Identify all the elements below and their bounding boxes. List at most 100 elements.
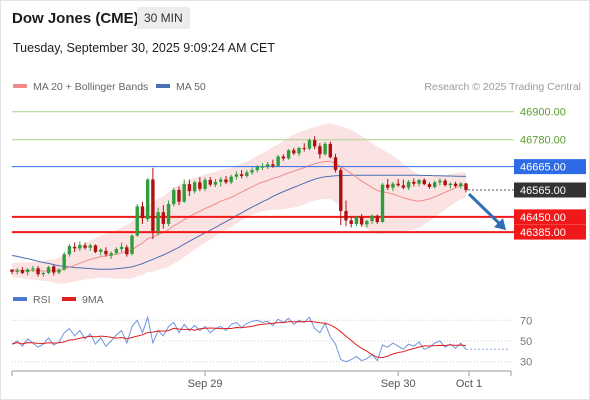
candle-body: [25, 269, 30, 273]
candle-body: [386, 184, 390, 188]
candle-body: [412, 181, 416, 184]
legend-label-ma50: MA 50: [176, 81, 206, 93]
rsi-legend: RSI 9MA: [13, 294, 104, 306]
candle-body: [140, 206, 145, 219]
candle-body: [312, 140, 317, 147]
rsi-9ma-line: [11, 320, 467, 359]
candle-body: [187, 184, 192, 192]
candle-body: [396, 183, 400, 186]
candle-body: [276, 156, 280, 166]
candle-body: [339, 170, 343, 212]
candle-body: [438, 180, 442, 183]
time-axis-label: Oct 1: [456, 378, 482, 390]
instrument-title: Dow Jones (CME): [12, 10, 139, 27]
legend: MA 20 + Bollinger Bands MA 50: [13, 81, 206, 93]
candle-body: [119, 246, 124, 250]
credit-text: Research © 2025 Trading Central: [424, 81, 581, 93]
candle-body: [99, 249, 103, 252]
chart-header: Dow Jones (CME) 30 MIN: [0, 0, 590, 36]
candle-body: [41, 272, 46, 275]
candle-body: [318, 146, 322, 155]
bollinger-band: [12, 123, 466, 284]
candle-body: [93, 245, 98, 252]
rsi-tick-50: 50: [520, 336, 532, 348]
candle-body: [57, 269, 61, 273]
level-box-46385.00: [514, 224, 586, 240]
candle-body: [464, 183, 468, 190]
candle-body: [145, 179, 150, 220]
candle-body: [302, 147, 306, 149]
rsi-line: [11, 315, 467, 363]
level-box-46665.00: [514, 159, 586, 175]
legend-swatch-ma20: [13, 84, 27, 88]
legend-swatch-ma50: [156, 84, 170, 88]
candle-body: [432, 182, 437, 187]
time-axis-label: Sep 29: [188, 378, 223, 390]
bollinger-band-area: [12, 123, 466, 284]
candle-body: [422, 179, 426, 185]
candle-body: [88, 245, 92, 248]
candle-body: [15, 270, 19, 272]
level-label-46665.00: 46665.00: [520, 162, 566, 174]
candle-body: [417, 179, 421, 184]
level-box-46565.00: [514, 182, 586, 198]
candle-body: [375, 215, 379, 223]
ma50-line: [11, 174, 467, 270]
level-labels: 46900.00 46780.00 46665.00 46565.00 46450.00…: [514, 107, 586, 240]
moving-averages: [11, 160, 467, 272]
candle-body: [333, 157, 338, 171]
candle-body: [161, 212, 166, 224]
candle-body: [156, 212, 160, 231]
level-label-46900.00: 46900.00: [520, 107, 566, 119]
candle-body: [52, 266, 56, 273]
candle-body: [62, 254, 66, 270]
candle-body: [219, 179, 223, 182]
candle-body: [307, 140, 312, 149]
time-axis: Sep 29 Sep 30 Oct 1: [11, 370, 512, 390]
legend-label-ma20: MA 20 + Bollinger Bands: [33, 81, 148, 93]
level-label-46565.00: 46565.00: [520, 185, 566, 197]
candle-body: [401, 185, 406, 188]
candle-body: [78, 244, 82, 249]
candle-body: [72, 246, 77, 249]
candles: [10, 136, 468, 277]
candle-body: [359, 217, 364, 225]
candle-body: [370, 215, 374, 222]
ma20-line: [12, 160, 467, 272]
candle-body: [260, 166, 265, 168]
candle-body: [323, 143, 327, 155]
legend-swatch-9ma: [62, 297, 76, 301]
rsi-tick-30: 30: [520, 357, 532, 369]
level-box-46450.00: [514, 209, 586, 225]
candle-body: [459, 183, 463, 187]
candle-body: [198, 182, 202, 189]
level-label-46385.00: 46385.00: [520, 227, 566, 239]
candle-body: [349, 220, 353, 224]
candle-body: [245, 172, 249, 176]
time-axis-label: Sep 30: [381, 378, 416, 390]
candle-body: [266, 164, 270, 167]
candle-body: [182, 184, 186, 202]
candle-body: [177, 190, 181, 202]
candle-body: [135, 206, 139, 236]
candle-body: [36, 268, 40, 275]
candle-body: [166, 204, 171, 224]
candle-body: [20, 270, 25, 273]
candle-body: [130, 235, 134, 254]
candle-body: [365, 221, 369, 225]
timeframe-badge[interactable]: 30 MIN: [137, 7, 190, 29]
level-label-46780.00: 46780.00: [520, 135, 566, 147]
candle-body: [31, 268, 35, 270]
candle-body: [229, 176, 233, 183]
candle-body: [172, 190, 176, 205]
forecast-arrow-shaft: [467, 192, 503, 227]
candle-body: [391, 183, 395, 188]
candle-body: [448, 183, 453, 186]
candle-body: [213, 181, 218, 185]
candle-body: [281, 156, 286, 159]
forecast-arrow-head: [494, 218, 506, 231]
candle-body: [10, 269, 14, 272]
candle-body: [292, 150, 296, 154]
candle-body: [67, 246, 72, 255]
